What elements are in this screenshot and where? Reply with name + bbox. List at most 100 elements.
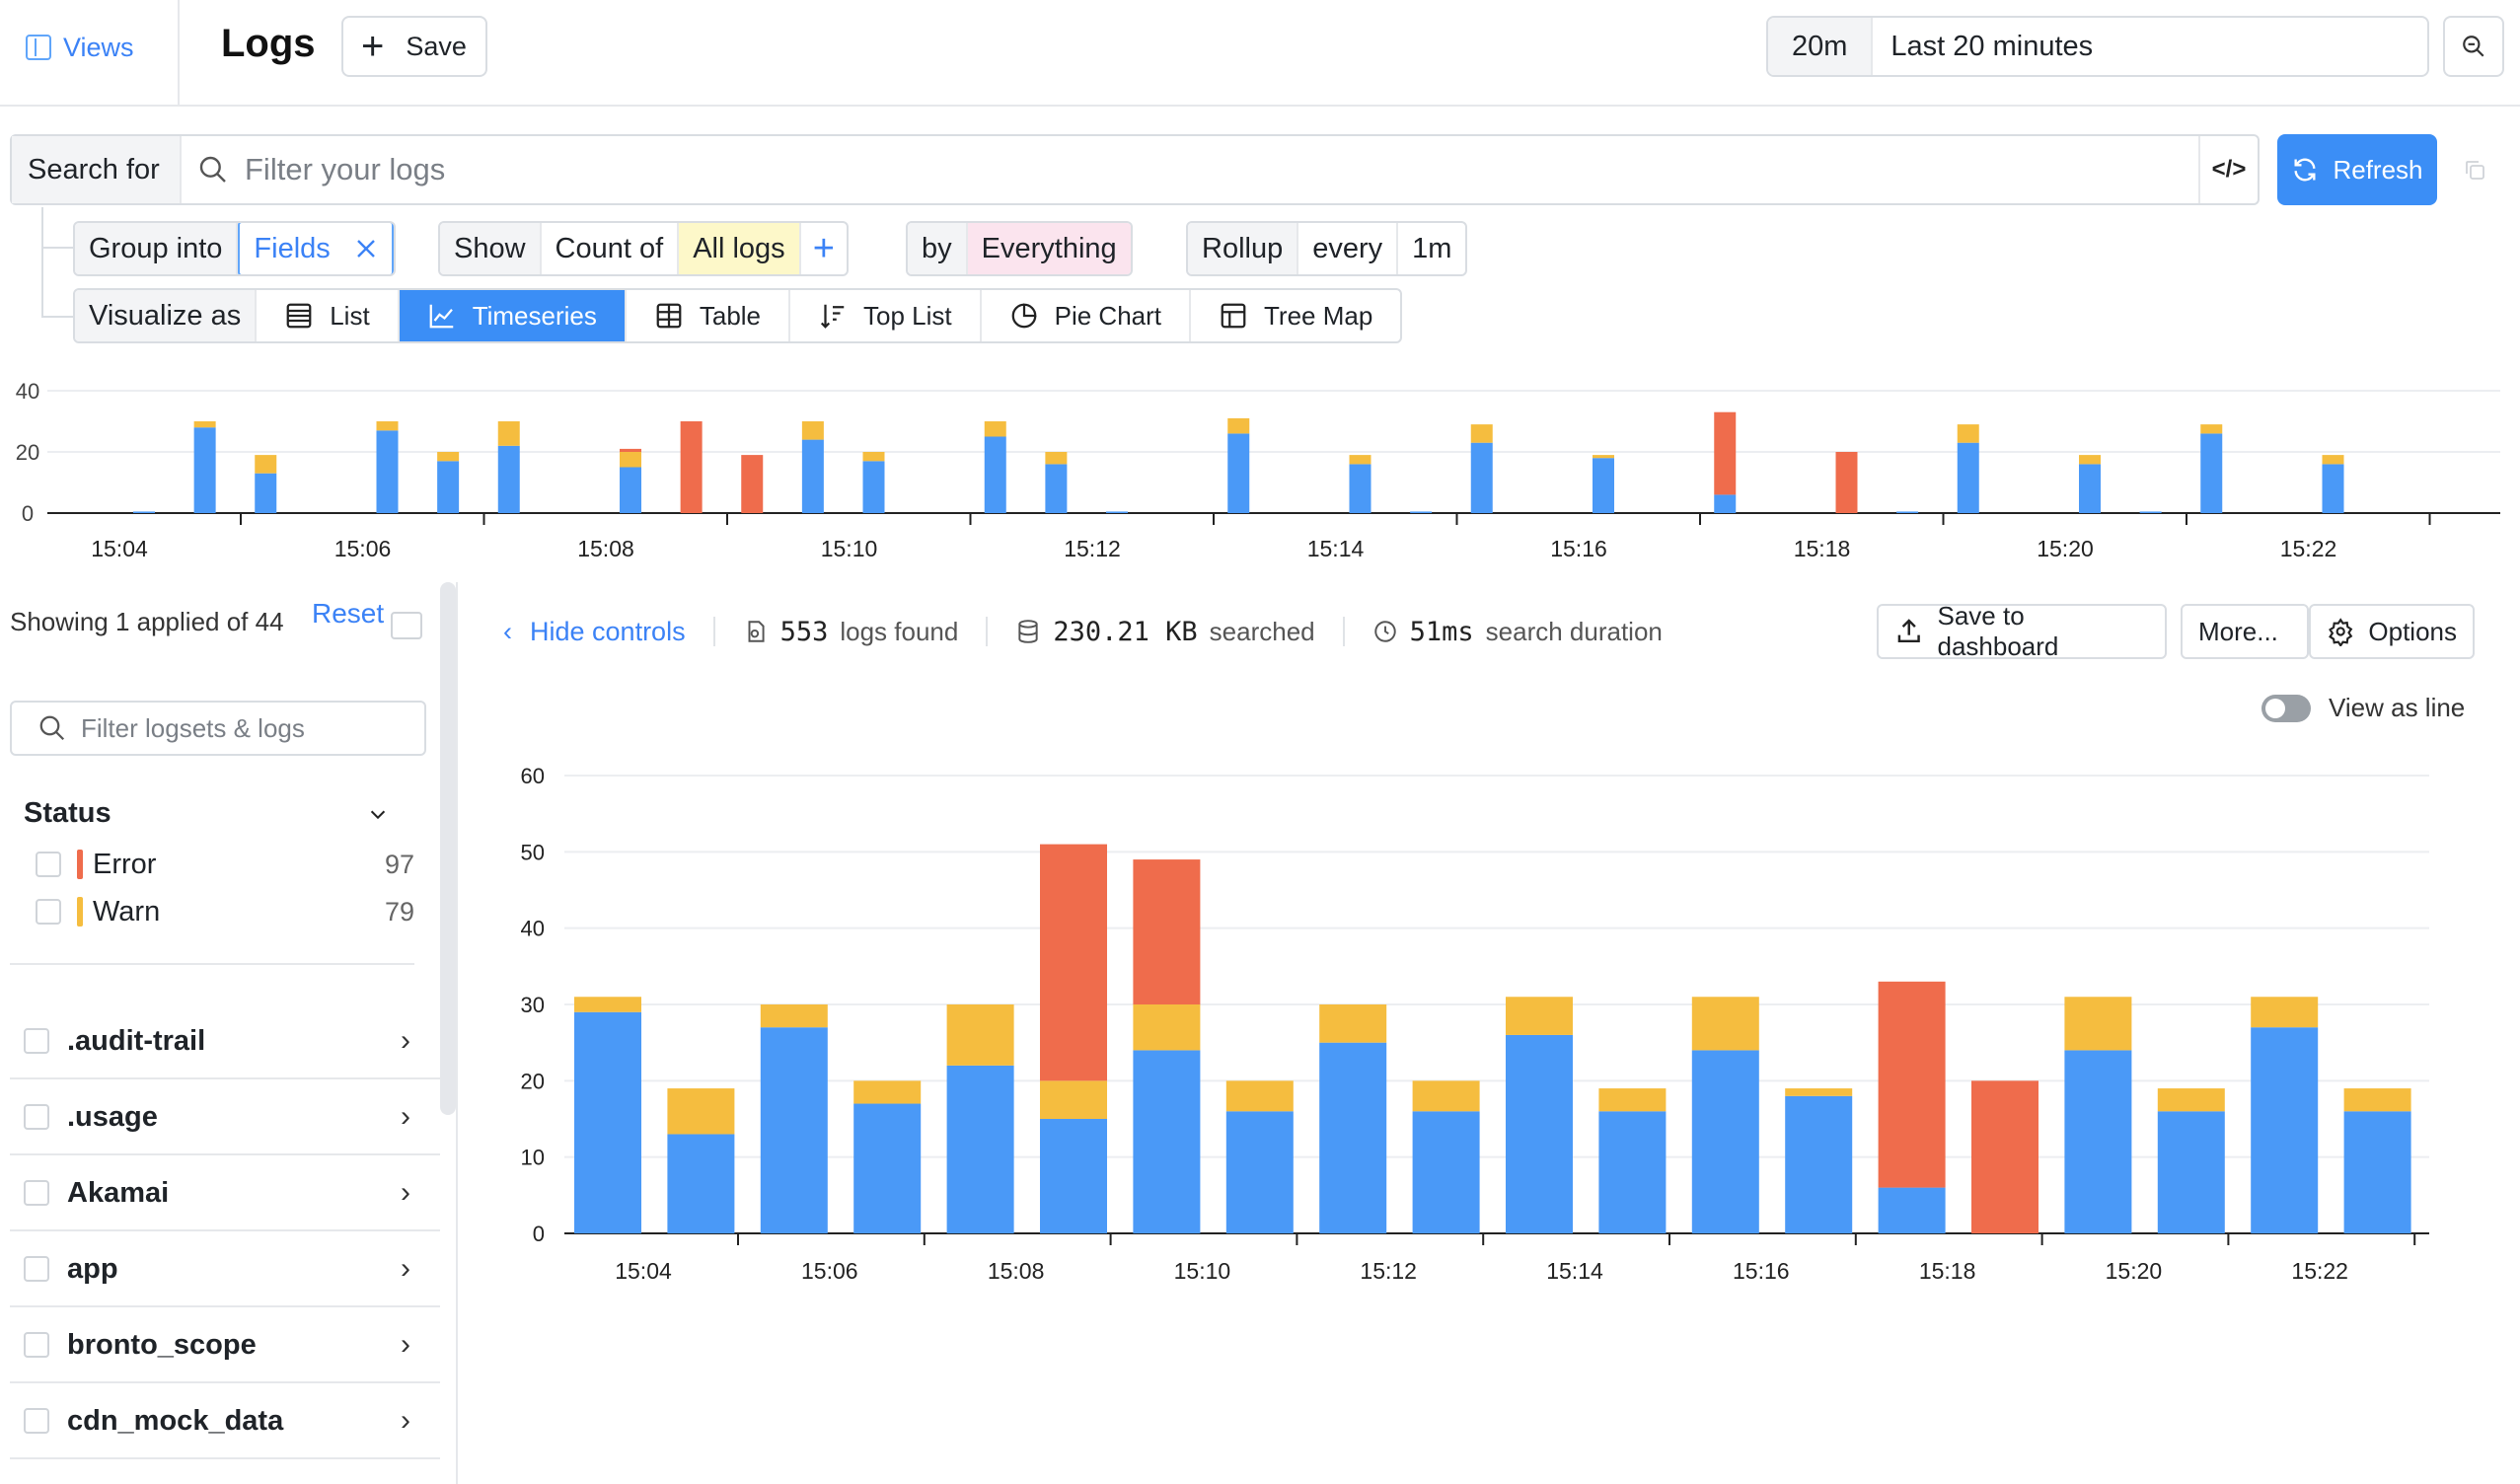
- all-logs-chip[interactable]: All logs: [679, 223, 801, 274]
- viz-option-timeseries[interactable]: Timeseries: [399, 290, 627, 341]
- searched-size-stat: 230.21 KB searched: [1015, 616, 1315, 647]
- overview-bar-info: [376, 430, 399, 513]
- logset-label: app: [67, 1252, 118, 1285]
- add-metric-button[interactable]: +: [812, 227, 835, 269]
- x-tick-label: 15:22: [2280, 536, 2337, 561]
- bar-segment-warn: [1598, 1088, 1667, 1112]
- show-count-control: Show Count of All logs +: [438, 221, 849, 276]
- toggle-switch[interactable]: [2261, 694, 2311, 722]
- logset-label: cdn_mock_data: [67, 1404, 284, 1437]
- viz-option-table[interactable]: Table: [627, 290, 791, 341]
- overview-chart[interactable]: 0 20 40 15:04 15:06 15:08 15:10 15:12 15:14 15:16…: [0, 375, 2520, 572]
- view-as-line-toggle[interactable]: View as line: [2261, 693, 2465, 723]
- logset-item[interactable]: app ›: [10, 1232, 440, 1307]
- more-button[interactable]: More...: [2181, 604, 2309, 659]
- bar-segment-info: [1878, 1187, 1946, 1233]
- overview-bar-info: [437, 461, 460, 513]
- bar-segment-warn: [1785, 1088, 1853, 1096]
- rollup-interval[interactable]: 1m: [1412, 232, 1452, 264]
- overview-bar-warn: [255, 455, 277, 474]
- searched-size: 230.21 KB: [1053, 616, 1198, 647]
- hide-controls-button[interactable]: ‹ Hide controls: [503, 617, 686, 647]
- visualize-as-control: Visualize as List Timeseries Table Top L…: [73, 288, 1403, 343]
- search-for-label: Search for: [12, 136, 182, 203]
- views-button[interactable]: Views: [26, 28, 134, 67]
- checkbox[interactable]: [24, 1180, 49, 1206]
- code-view-button[interactable]: </>: [2198, 136, 2258, 203]
- chevron-right-icon: ›: [401, 1176, 410, 1209]
- bar-segment-warn: [1040, 1080, 1107, 1119]
- x-tick-label: 15:10: [821, 536, 878, 561]
- viz-option-label: Top List: [863, 300, 952, 331]
- save-dashboard-label: Save to dashboard: [1937, 601, 2059, 661]
- y-tick-label: 20: [16, 440, 39, 465]
- options-button[interactable]: Options: [2309, 604, 2475, 659]
- filter-sidebar: Showing 1 applied of 44 Reset Status Err…: [0, 582, 458, 1484]
- checkbox[interactable]: [36, 899, 61, 925]
- x-tick-label: 15:16: [1733, 1258, 1790, 1284]
- status-section-header[interactable]: Status: [24, 797, 389, 830]
- logset-item[interactable]: .audit-trail ›: [10, 1004, 440, 1079]
- time-range-picker[interactable]: 20m Last 20 minutes: [1766, 16, 2429, 77]
- logset-item[interactable]: bronto_scope ›: [10, 1308, 440, 1383]
- overview-bar-warn: [1349, 455, 1371, 465]
- sidebar-scrollbar[interactable]: [440, 582, 456, 1115]
- count-of-dropdown[interactable]: Count of: [542, 223, 680, 274]
- logset-item[interactable]: .usage ›: [10, 1080, 440, 1155]
- bar-chart-icon[interactable]: [391, 612, 422, 639]
- viz-option-list[interactable]: List: [257, 290, 400, 341]
- x-tick-label: 15:08: [988, 1258, 1045, 1284]
- bar-segment-info: [1691, 1050, 1759, 1233]
- applied-filters-text: Showing 1 applied of 44: [10, 607, 284, 636]
- search-input[interactable]: [245, 152, 2021, 187]
- y-tick-label: 40: [16, 379, 39, 404]
- bar-segment-error: [1878, 981, 1946, 1188]
- logset-item[interactable]: Akamai ›: [10, 1156, 440, 1231]
- reset-button[interactable]: Reset: [312, 598, 385, 629]
- refresh-button[interactable]: Refresh: [2277, 134, 2437, 205]
- bar-segment-info: [1319, 1042, 1387, 1233]
- overview-bar-warn: [984, 421, 1006, 437]
- checkbox[interactable]: [24, 1408, 49, 1434]
- checkbox[interactable]: [24, 1104, 49, 1130]
- overview-bar-warn: [620, 452, 641, 468]
- viz-option-tree-map[interactable]: Tree Map: [1191, 290, 1400, 341]
- visualize-label: Visualize as: [75, 290, 258, 341]
- page-title: Logs: [221, 22, 316, 65]
- bar-segment-info: [667, 1134, 735, 1233]
- overview-bar-info: [1593, 458, 1614, 513]
- zoom-out-button[interactable]: [2443, 16, 2504, 77]
- close-icon[interactable]: [354, 237, 378, 260]
- tree-connector: [41, 316, 75, 318]
- viz-option-pie-chart[interactable]: Pie Chart: [982, 290, 1192, 341]
- logset-item[interactable]: cdn_mock_data ›: [10, 1384, 440, 1459]
- filter-logsets-input[interactable]: [81, 712, 416, 744]
- y-tick-label: 40: [521, 917, 545, 941]
- main-timeseries-chart[interactable]: 0 10 20 30 40 50 60 15:04 15:06 15:08 15:10 15:12 15…: [483, 740, 2457, 1293]
- status-filter-error[interactable]: Error 97: [36, 845, 414, 884]
- save-to-dashboard-button[interactable]: Save to dashboard: [1877, 601, 2167, 661]
- checkbox[interactable]: [24, 1332, 49, 1358]
- checkbox[interactable]: [24, 1028, 49, 1054]
- chevron-right-icon: ›: [401, 1100, 410, 1133]
- group-fields-chip[interactable]: Fields: [238, 223, 394, 274]
- copy-icon[interactable]: [2463, 158, 2486, 182]
- bar-segment-warn: [574, 997, 641, 1012]
- status-filter-warn[interactable]: Warn 79: [36, 892, 414, 931]
- x-tick-label: 15:20: [2106, 1258, 2163, 1284]
- viz-option-top-list[interactable]: Top List: [790, 290, 982, 341]
- overview-bar-error: [1835, 452, 1858, 513]
- checkbox[interactable]: [24, 1256, 49, 1282]
- chevron-down-icon: [370, 810, 386, 819]
- checkbox[interactable]: [36, 852, 61, 877]
- bar-segment-info: [574, 1011, 641, 1233]
- y-tick-label: 10: [521, 1146, 545, 1170]
- overview-bar-warn: [1045, 452, 1068, 465]
- save-button[interactable]: + Save: [341, 16, 487, 77]
- by-everything-chip[interactable]: Everything: [967, 223, 1131, 274]
- y-tick-label: 30: [521, 993, 545, 1017]
- x-tick-label: 15:08: [577, 536, 634, 561]
- viz-option-label: List: [330, 300, 370, 331]
- overview-bar-info: [1106, 511, 1128, 513]
- overview-bar-info: [255, 473, 277, 513]
